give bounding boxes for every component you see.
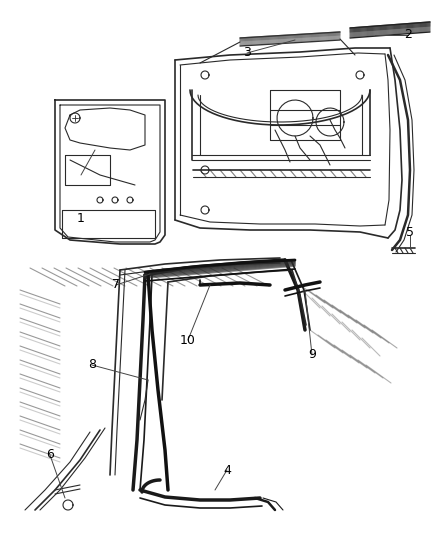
Text: 4: 4 xyxy=(223,464,231,477)
Text: 6: 6 xyxy=(46,448,54,462)
Text: 2: 2 xyxy=(404,28,412,42)
Text: 9: 9 xyxy=(308,349,316,361)
Text: 3: 3 xyxy=(243,46,251,60)
Text: 7: 7 xyxy=(112,279,120,292)
Text: 5: 5 xyxy=(406,227,414,239)
Text: 10: 10 xyxy=(180,334,196,346)
Text: 1: 1 xyxy=(77,212,85,224)
Text: 8: 8 xyxy=(88,359,96,372)
